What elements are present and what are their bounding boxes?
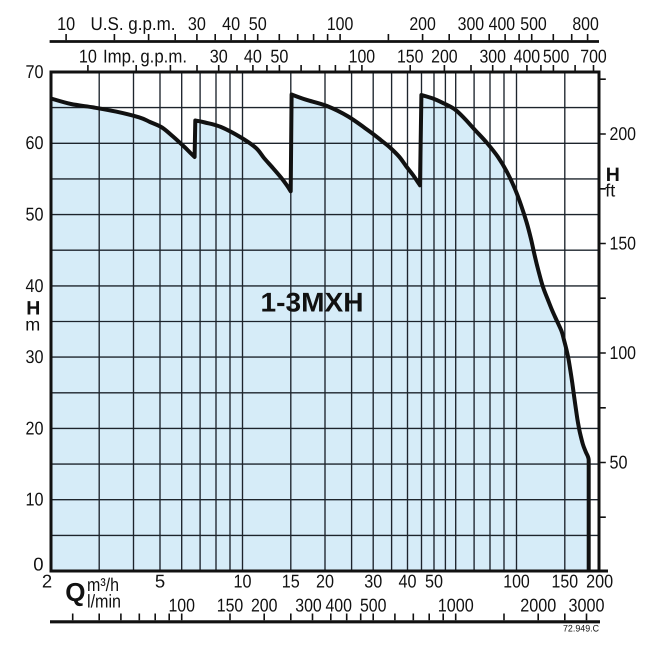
svg-text:40: 40 bbox=[222, 13, 240, 34]
svg-text:50: 50 bbox=[249, 13, 267, 34]
svg-text:200: 200 bbox=[610, 123, 637, 144]
svg-text:300: 300 bbox=[458, 13, 485, 34]
svg-text:800: 800 bbox=[572, 13, 599, 34]
svg-text:500: 500 bbox=[520, 13, 547, 34]
svg-text:1000: 1000 bbox=[438, 595, 474, 616]
svg-text:ft: ft bbox=[605, 181, 615, 201]
svg-text:300: 300 bbox=[295, 595, 322, 616]
svg-text:40: 40 bbox=[244, 46, 262, 67]
svg-text:100: 100 bbox=[503, 571, 530, 592]
svg-text:2000: 2000 bbox=[520, 595, 556, 616]
svg-text:100: 100 bbox=[349, 46, 376, 67]
svg-text:50: 50 bbox=[425, 571, 443, 592]
svg-text:150: 150 bbox=[610, 232, 637, 253]
svg-text:50: 50 bbox=[610, 451, 628, 472]
svg-text:Imp. g.p.m.: Imp. g.p.m. bbox=[103, 46, 187, 67]
svg-text:0: 0 bbox=[33, 554, 43, 575]
svg-text:500: 500 bbox=[543, 46, 570, 67]
svg-text:10: 10 bbox=[79, 46, 97, 67]
svg-text:150: 150 bbox=[397, 46, 424, 67]
svg-text:10: 10 bbox=[57, 13, 75, 34]
svg-text:400: 400 bbox=[325, 595, 352, 616]
svg-text:150: 150 bbox=[552, 571, 579, 592]
svg-text:40: 40 bbox=[399, 571, 417, 592]
svg-text:30: 30 bbox=[26, 346, 44, 367]
svg-text:20: 20 bbox=[26, 417, 44, 438]
svg-text:30: 30 bbox=[364, 571, 382, 592]
svg-text:72.949.C: 72.949.C bbox=[563, 624, 599, 635]
svg-text:200: 200 bbox=[431, 46, 458, 67]
svg-text:40: 40 bbox=[26, 275, 44, 296]
svg-text:U.S. g.p.m.: U.S. g.p.m. bbox=[91, 13, 176, 34]
svg-text:400: 400 bbox=[489, 13, 516, 34]
svg-text:50: 50 bbox=[270, 46, 288, 67]
svg-text:500: 500 bbox=[360, 595, 387, 616]
svg-text:l/min: l/min bbox=[87, 591, 121, 612]
svg-text:m: m bbox=[25, 314, 40, 334]
svg-text:20: 20 bbox=[316, 571, 334, 592]
svg-text:2: 2 bbox=[42, 571, 52, 592]
svg-text:400: 400 bbox=[514, 46, 541, 67]
svg-text:100: 100 bbox=[168, 595, 195, 616]
svg-text:10: 10 bbox=[26, 489, 44, 510]
svg-text:700: 700 bbox=[580, 46, 607, 67]
svg-text:15: 15 bbox=[282, 571, 300, 592]
svg-text:5: 5 bbox=[155, 571, 165, 592]
svg-text:3000: 3000 bbox=[569, 595, 605, 616]
svg-text:1-3MXH: 1-3MXH bbox=[261, 288, 364, 318]
svg-text:m³/h: m³/h bbox=[87, 574, 119, 595]
svg-text:70: 70 bbox=[26, 61, 44, 82]
svg-text:Q: Q bbox=[65, 577, 85, 607]
svg-text:30: 30 bbox=[210, 46, 228, 67]
svg-text:200: 200 bbox=[586, 571, 613, 592]
svg-text:200: 200 bbox=[251, 595, 278, 616]
svg-text:100: 100 bbox=[327, 13, 354, 34]
svg-text:100: 100 bbox=[610, 342, 637, 363]
svg-text:H: H bbox=[26, 297, 40, 319]
svg-text:H: H bbox=[606, 164, 620, 186]
svg-text:300: 300 bbox=[479, 46, 506, 67]
svg-text:30: 30 bbox=[188, 13, 206, 34]
svg-text:50: 50 bbox=[26, 204, 44, 225]
svg-text:10: 10 bbox=[234, 571, 252, 592]
svg-text:60: 60 bbox=[26, 132, 44, 153]
svg-text:150: 150 bbox=[217, 595, 244, 616]
svg-text:200: 200 bbox=[409, 13, 436, 34]
